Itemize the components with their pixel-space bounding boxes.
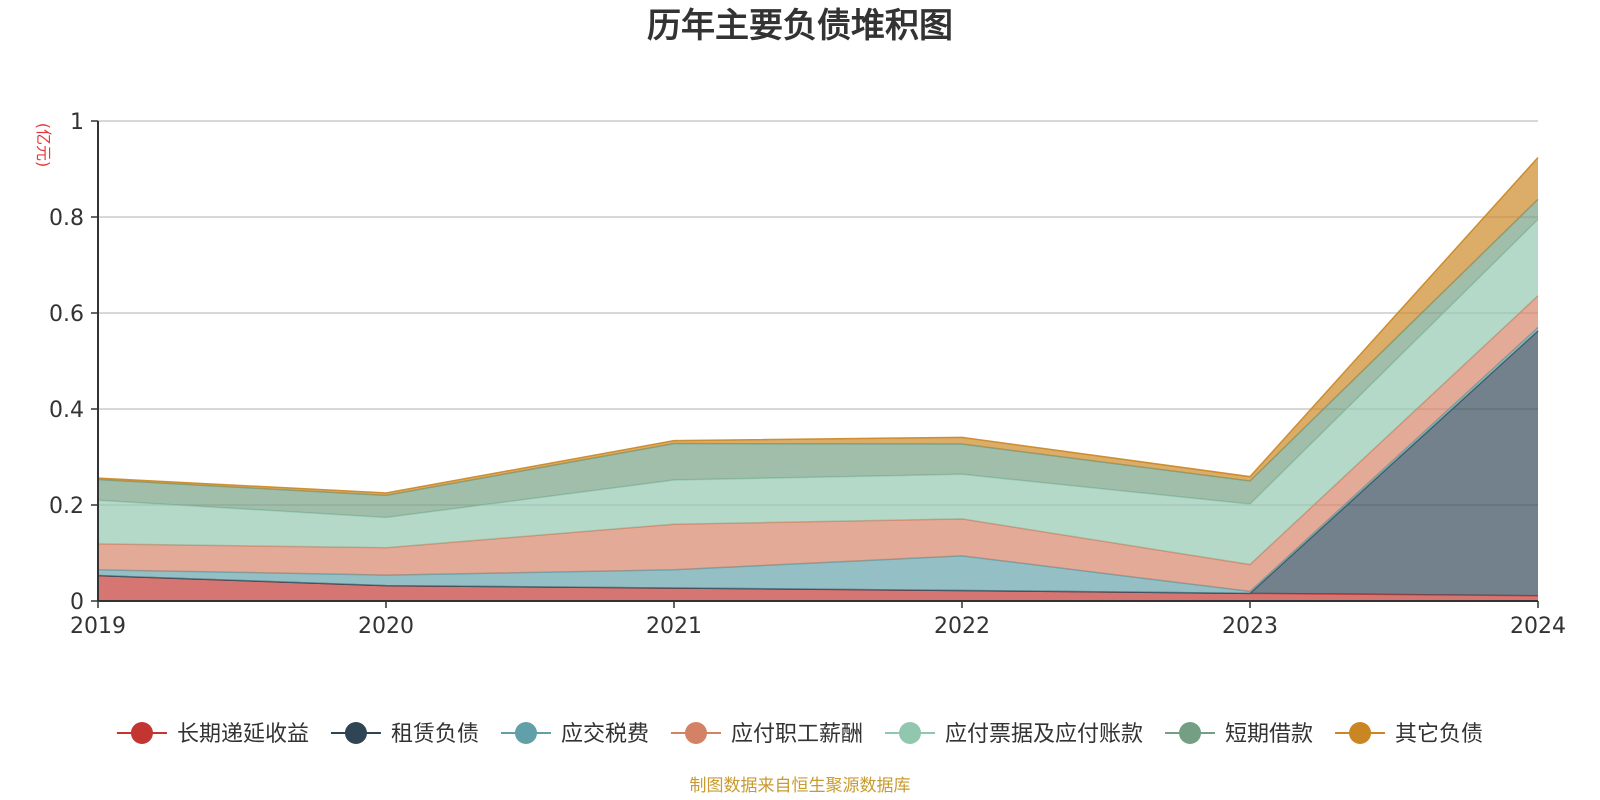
legend-label: 应交税费 <box>561 722 649 747</box>
source-note: 制图数据来自恒生聚源数据库 <box>690 776 911 796</box>
x-tick-label: 2024 <box>1510 614 1566 639</box>
legend-item: 其它负债 <box>1335 722 1483 747</box>
series-area-5 <box>98 199 1538 518</box>
chart-title: 历年主要负债堆积图 <box>647 6 953 46</box>
y-tick-label: 0 <box>70 590 84 615</box>
series-area-4 <box>98 219 1538 565</box>
x-tick-label: 2022 <box>934 614 990 639</box>
legend-label: 应付职工薪酬 <box>731 722 863 747</box>
legend-label: 租赁负债 <box>391 722 479 747</box>
y-tick-label: 0.2 <box>49 494 84 519</box>
legend: 长期递延收益 租赁负债 应交税费 应付职工薪酬 应付票据及应付账款 短期借款 其它负债 <box>116 722 1483 747</box>
legend-item: 应付职工薪酬 <box>670 722 863 747</box>
y-tick-label: 0.6 <box>49 302 84 327</box>
legend-marker <box>130 722 153 744</box>
series-area-1 <box>98 330 1538 596</box>
legend-item: 长期递延收益 <box>116 722 309 747</box>
x-axis-ticks: 2019 2020 2021 2022 2023 2024 <box>70 601 1566 639</box>
axes <box>97 121 1538 602</box>
y-axis-unit-label: (亿元) <box>34 123 53 168</box>
series-line-6 <box>97 156 1539 494</box>
series-area-0 <box>98 575 1538 601</box>
legend-label: 长期递延收益 <box>177 722 309 747</box>
series-areas <box>97 156 1539 601</box>
series-area-3 <box>98 295 1538 592</box>
y-axis-ticks: 0 0.2 0.4 0.6 0.8 1 <box>49 110 98 615</box>
y-tick-label: 1 <box>70 110 84 135</box>
legend-label: 应付票据及应付账款 <box>945 722 1143 747</box>
y-tick-label: 0.4 <box>49 398 84 423</box>
x-tick-label: 2019 <box>70 614 126 639</box>
legend-item: 短期借款 <box>1165 722 1313 747</box>
legend-item: 应交税费 <box>500 722 649 747</box>
x-tick-label: 2020 <box>358 614 414 639</box>
legend-marker <box>684 722 707 744</box>
legend-item: 租赁负债 <box>330 722 479 747</box>
legend-marker <box>1349 722 1372 744</box>
legend-label: 其它负债 <box>1395 722 1483 747</box>
legend-marker <box>1179 722 1202 744</box>
legend-marker <box>899 722 922 744</box>
legend-marker <box>514 722 537 744</box>
legend-item: 应付票据及应付账款 <box>885 722 1143 747</box>
legend-label: 短期借款 <box>1225 722 1313 747</box>
y-tick-label: 0.8 <box>49 206 84 231</box>
x-tick-label: 2023 <box>1222 614 1278 639</box>
x-tick-label: 2021 <box>646 614 702 639</box>
legend-marker <box>344 722 367 744</box>
